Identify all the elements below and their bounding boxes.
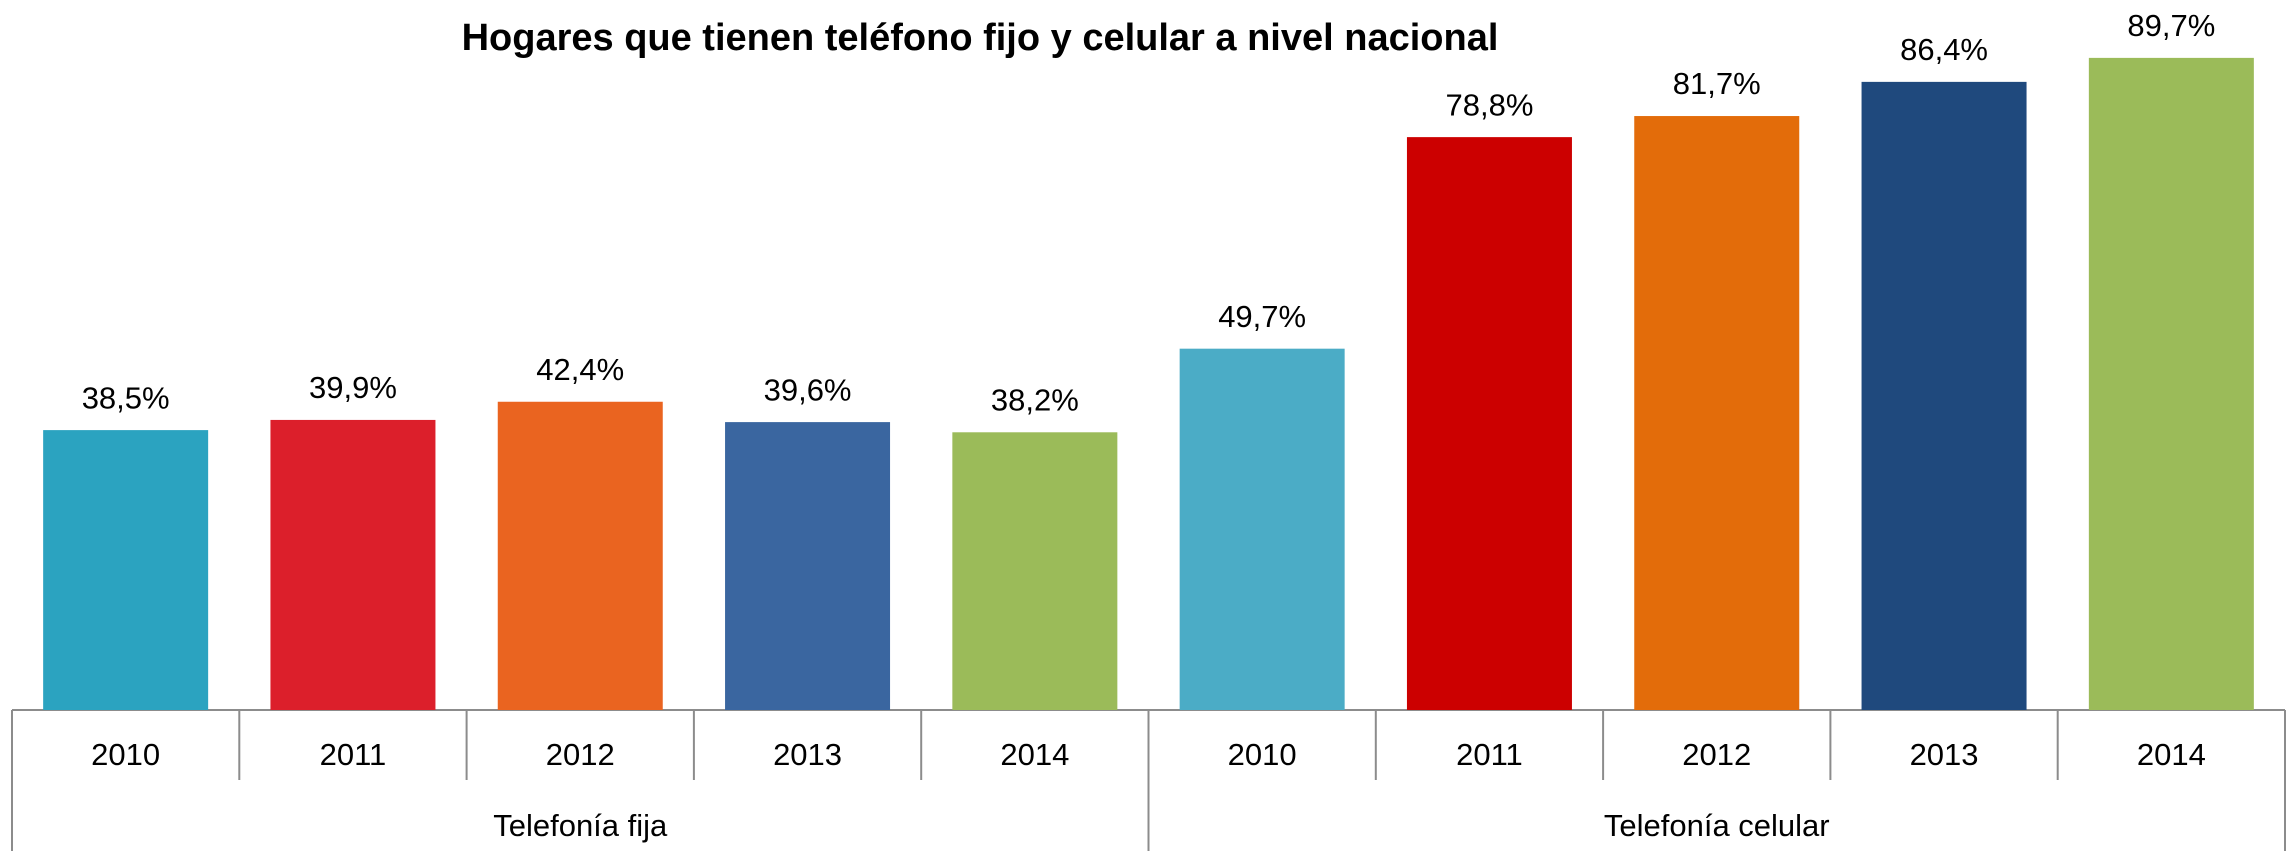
bar <box>1634 116 1800 710</box>
bar <box>43 430 209 710</box>
value-label: 78,8% <box>1445 87 1533 122</box>
bar <box>497 401 663 710</box>
value-label: 89,7% <box>2127 8 2215 43</box>
chart-title: Hogares que tienen teléfono fijo y celul… <box>462 17 1499 59</box>
x-tick-label: 2013 <box>1910 737 1979 772</box>
bar <box>270 419 436 710</box>
bar <box>952 432 1118 710</box>
x-tick-label: 2010 <box>1228 737 1297 772</box>
value-label: 39,6% <box>764 372 852 407</box>
x-tick-label: 2011 <box>320 737 387 772</box>
x-tick-label: 2011 <box>1456 737 1523 772</box>
value-label: 49,7% <box>1218 299 1306 334</box>
x-tick-label: 2012 <box>1682 737 1751 772</box>
value-label: 38,5% <box>82 380 170 415</box>
value-label: 38,2% <box>991 382 1079 417</box>
group-label: Telefonía fija <box>493 808 668 843</box>
value-label: 39,9% <box>309 370 397 405</box>
bar <box>1406 137 1572 710</box>
bar <box>1861 81 2027 710</box>
bar <box>2088 57 2254 711</box>
bar <box>1179 348 1345 710</box>
x-tick-label: 2014 <box>2137 737 2206 772</box>
x-tick-label: 2013 <box>773 737 842 772</box>
x-tick-label: 2010 <box>91 737 160 772</box>
bar <box>725 422 891 710</box>
x-tick-label: 2014 <box>1000 737 1069 772</box>
group-label: Telefonía celular <box>1604 808 1830 843</box>
x-tick-label: 2012 <box>546 737 615 772</box>
value-label: 86,4% <box>1900 32 1988 67</box>
value-label: 42,4% <box>536 352 624 387</box>
value-label: 81,7% <box>1673 66 1761 101</box>
